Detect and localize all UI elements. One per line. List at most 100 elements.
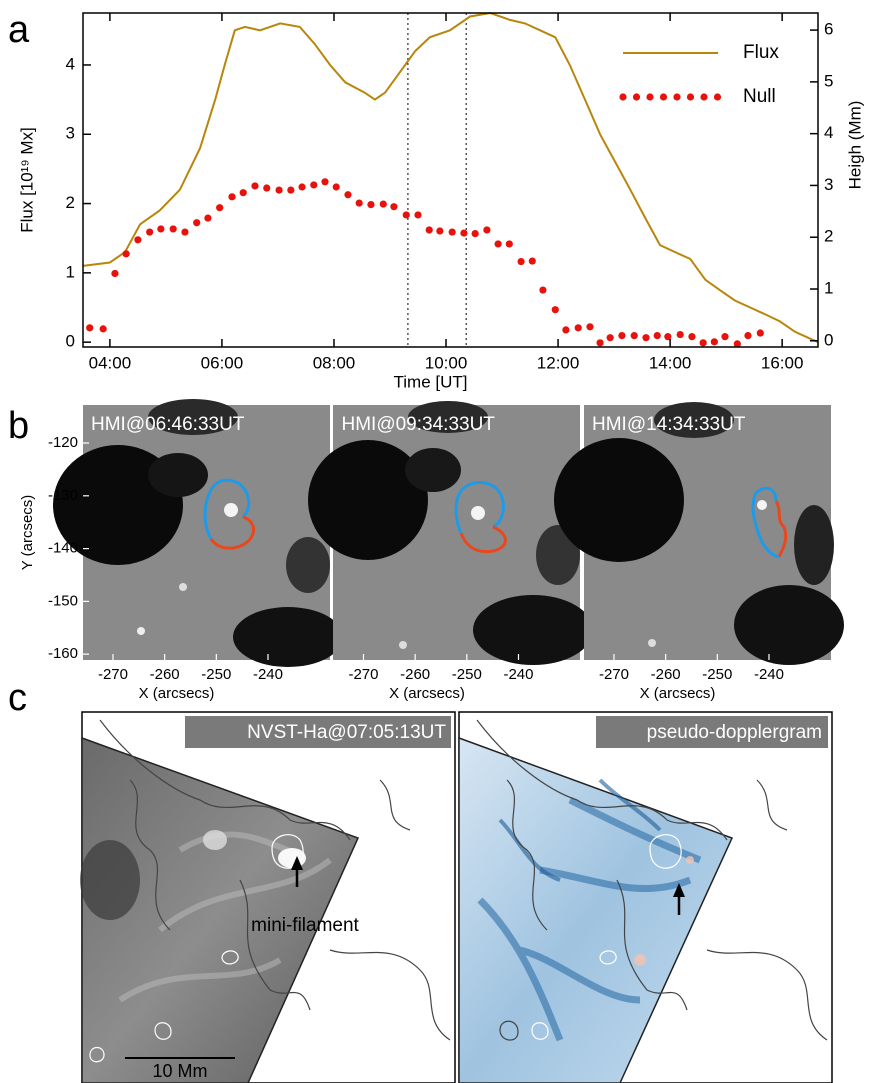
panel-label: a (8, 9, 30, 51)
null-dot (181, 228, 189, 236)
null-dot (99, 325, 107, 333)
legend-label: Null (743, 86, 776, 107)
x-axis-label: X (arcsecs) (389, 685, 465, 702)
null-dot (471, 229, 479, 238)
x-tick-label: 08:00 (313, 353, 356, 372)
x-tick-label: 16:00 (761, 353, 804, 372)
x-tick-label: -250 (201, 666, 231, 683)
null-dot (606, 334, 614, 342)
x-tick-label: -250 (452, 666, 482, 683)
null-dot (355, 199, 363, 207)
y-tick-label: -150 (48, 592, 78, 609)
legend-swatch (646, 93, 654, 101)
null-dot (448, 228, 456, 236)
null-dot (618, 332, 626, 340)
null-dot (756, 329, 764, 337)
y2-tick-label: 1 (824, 278, 833, 297)
x-tick-label: -260 (400, 666, 430, 683)
plot-frame (82, 12, 819, 348)
x-tick-label: -240 (503, 666, 533, 683)
y-tick-label: 0 (66, 332, 75, 351)
y2-tick-label: 3 (824, 175, 833, 194)
y2-tick-label: 0 (824, 330, 833, 349)
null-dot (699, 339, 707, 347)
x-tick-label: 14:00 (649, 353, 692, 372)
x-tick-label: 10:00 (425, 353, 468, 372)
legend-swatch (619, 93, 627, 101)
image-title: HMI@09:34:33UT (342, 414, 496, 435)
y2-axis-label: Heigh (Mm) (845, 101, 864, 190)
x-tick-label: -270 (98, 666, 128, 683)
null-dot (134, 236, 142, 244)
hmi-image (308, 401, 593, 665)
panel-label: b (8, 405, 29, 447)
image-title: HMI@14:34:33UT (592, 414, 746, 435)
legend-swatch (686, 93, 695, 101)
y2-tick-label: 4 (824, 123, 833, 142)
null-dot (379, 200, 387, 208)
y-tick-label: -160 (48, 645, 78, 662)
null-dot (528, 257, 536, 265)
x-tick-label: -270 (348, 666, 378, 683)
y-tick-label: -140 (48, 540, 78, 557)
y-tick-label: 1 (66, 262, 75, 281)
null-dot (402, 211, 410, 219)
y2-tick-label: 5 (824, 71, 833, 90)
y-axis-label: Y (arcsecs) (19, 495, 36, 571)
null-dot (505, 240, 513, 248)
null-dot (275, 186, 283, 194)
null-dot (596, 339, 604, 347)
null-dot (710, 338, 718, 346)
x-tick-label: -260 (651, 666, 681, 683)
hmi-image (554, 402, 844, 665)
hmi-images (53, 399, 844, 667)
y-tick-label: 2 (66, 193, 75, 212)
null-dot (630, 332, 638, 340)
null-dot (263, 184, 271, 192)
null-dot (642, 334, 650, 342)
flux-line (82, 11, 819, 344)
null-dot (228, 193, 236, 201)
null-dot (733, 340, 741, 348)
x-tick-label: -270 (599, 666, 629, 683)
scale-bar-label: 10 Mm (152, 1061, 207, 1081)
null-dot (517, 257, 525, 266)
image-title: HMI@06:46:33UT (91, 414, 245, 435)
null-dot (204, 214, 212, 222)
hmi-image (53, 399, 343, 667)
x-tick-label: 04:00 (89, 353, 132, 372)
legend-swatch (659, 93, 668, 101)
null-dot (483, 226, 491, 234)
title-box (596, 716, 828, 748)
null-dot (344, 191, 352, 199)
null-dot (157, 225, 165, 233)
panel-label: c (8, 677, 27, 719)
null-dot (744, 332, 752, 340)
x-tick-label: -250 (702, 666, 732, 683)
x-tick-label: -240 (253, 666, 283, 683)
nvst-images: NVST-Ha@07:05:13UT pseudo-dopplergram mi… (80, 711, 833, 1083)
null-dot (436, 227, 444, 235)
null-dot (287, 186, 295, 194)
null-dot (676, 330, 684, 339)
image-title: pseudo-dopplergram (647, 722, 822, 743)
title-box (185, 716, 451, 748)
null-dot (122, 250, 130, 258)
null-dot (688, 333, 696, 341)
null-dot (539, 286, 547, 294)
legend-swatch (632, 93, 641, 101)
x-axis-label: Time [UT] (394, 372, 468, 391)
null-dot (146, 228, 154, 236)
x-tick-label: -240 (754, 666, 784, 683)
null-dot (414, 211, 422, 219)
null-dot (562, 326, 570, 334)
null-dot (193, 219, 201, 227)
null-dot (251, 182, 259, 190)
y-tick-label: -120 (48, 434, 78, 451)
null-dot (551, 306, 559, 314)
x-tick-label: 06:00 (201, 353, 244, 372)
x-tick-label: 12:00 (537, 353, 580, 372)
legend-swatch (673, 93, 681, 101)
